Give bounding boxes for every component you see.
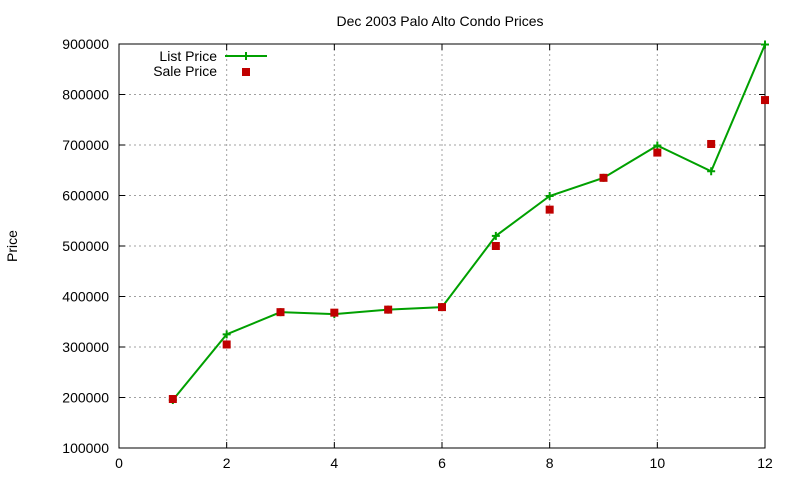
x-tick-label: 0: [115, 455, 123, 471]
x-tick-label: 10: [650, 455, 666, 471]
data-point-list-price: [491, 231, 500, 240]
data-point-list-price: [707, 167, 716, 176]
data-point-list-price: [653, 141, 662, 150]
data-point-sale-price: [707, 139, 716, 148]
y-tick-label: 800000: [62, 87, 109, 103]
grid: [119, 44, 765, 448]
data-point-list-price: [222, 330, 231, 339]
data-point-sale-price: [438, 303, 446, 312]
y-tick-label: 700000: [62, 137, 109, 153]
data-point-list-price: [545, 192, 554, 201]
y-tick-label: 200000: [62, 390, 109, 406]
legend-swatches: [225, 52, 267, 76]
legend-label-sale-price: Sale Price: [153, 63, 217, 79]
chart-title: Dec 2003 Palo Alto Condo Prices: [336, 13, 543, 29]
y-axis-label: Price: [4, 230, 20, 262]
y-tick-label: 600000: [62, 188, 109, 204]
data-point-sale-price: [545, 205, 554, 214]
x-tick-label: 6: [438, 455, 446, 471]
y-tick-labels: 100000 200000 300000 400000 500000 600000 7000…: [62, 36, 109, 456]
data-point-sale-price: [761, 96, 769, 105]
y-tick-label: 900000: [62, 36, 109, 52]
data-point-sale-price: [276, 308, 285, 317]
legend-swatch-sale-price: [242, 68, 250, 76]
data-point-sale-price: [168, 395, 177, 404]
series-line-list-price: [172, 44, 766, 401]
data-point-sale-price: [491, 242, 500, 250]
y-tick-label: 300000: [62, 339, 109, 355]
data-point-sale-price: [384, 305, 393, 314]
data-point-sale-price: [653, 148, 662, 157]
x-tick-label: 12: [757, 455, 773, 471]
legend: List Price Sale Price: [153, 48, 267, 79]
legend-marker-list-price: [242, 52, 250, 60]
data-point-sale-price: [330, 308, 339, 317]
series-layer: [168, 40, 769, 405]
legend-label-list-price: List Price: [159, 48, 217, 64]
data-point-list-price: [761, 40, 769, 49]
x-tick-label: 8: [546, 455, 554, 471]
data-point-sale-price: [222, 340, 231, 349]
plot-frame: [118, 43, 766, 449]
data-point-sale-price: [599, 173, 608, 182]
x-tick-label: 4: [330, 455, 338, 471]
x-tick-labels: 0 2 4 6 8 10 12: [115, 455, 773, 471]
x-tick-label: 2: [223, 455, 231, 471]
y-tick-label: 400000: [62, 289, 109, 305]
y-tick-label: 100000: [62, 440, 109, 456]
y-tick-label: 500000: [62, 238, 109, 254]
